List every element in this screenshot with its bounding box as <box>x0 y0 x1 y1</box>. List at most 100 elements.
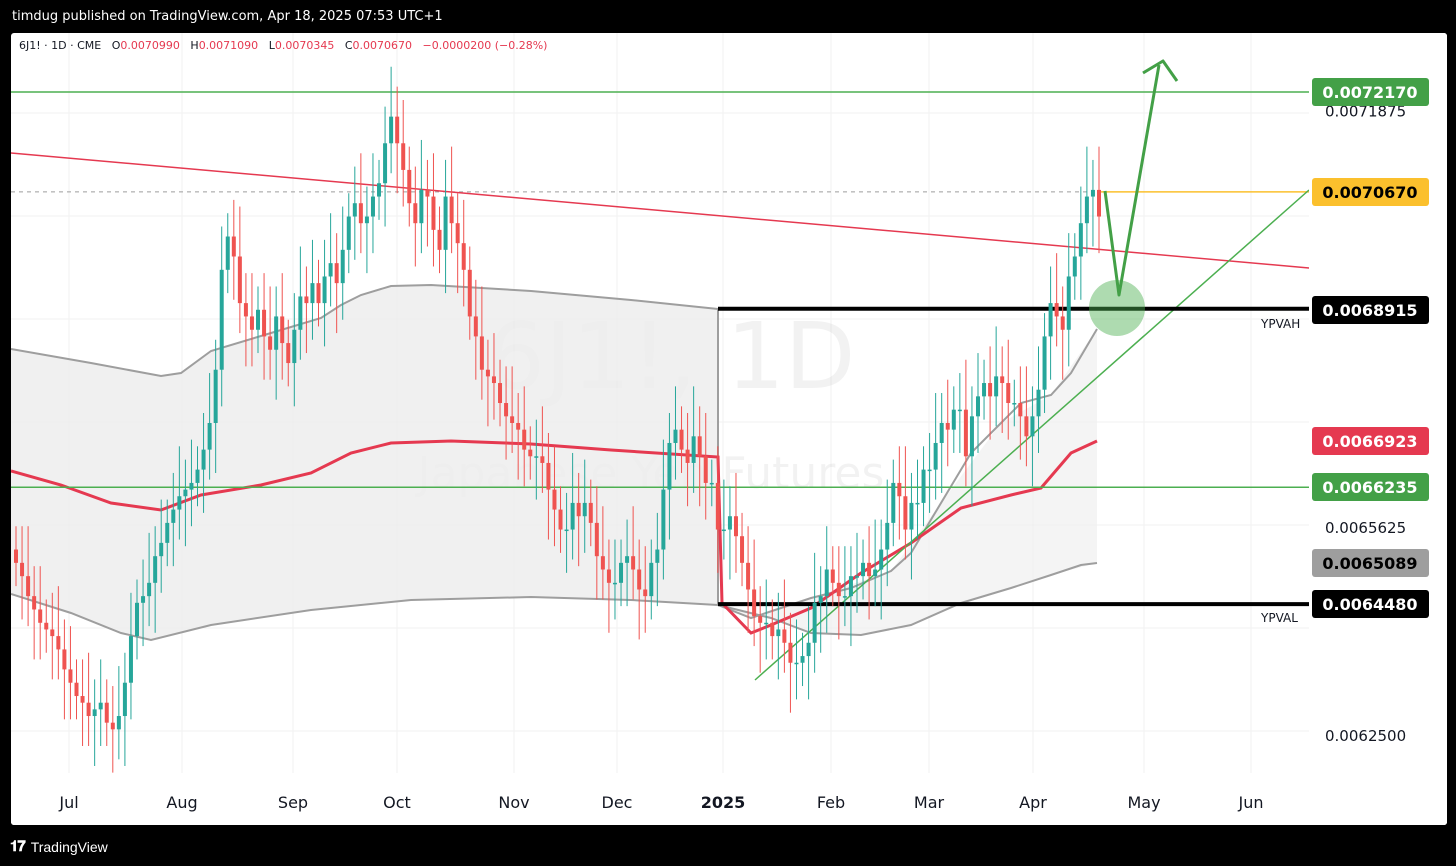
candle-body <box>195 469 200 483</box>
candle <box>32 566 37 660</box>
legend-high: 0.0071090 <box>198 39 259 52</box>
candle-body <box>661 489 666 550</box>
candle <box>897 446 902 540</box>
candle <box>854 532 859 613</box>
candle-body <box>383 143 388 184</box>
candle <box>219 226 224 407</box>
candle <box>776 592 781 680</box>
candle <box>1078 186 1083 300</box>
candle <box>667 413 672 540</box>
x-tick-label: Mar <box>914 793 945 812</box>
candle <box>461 199 466 307</box>
candle <box>715 446 720 573</box>
candle-body <box>153 556 158 583</box>
legend-close: 0.0070670 <box>352 39 413 52</box>
legend-open: 0.0070990 <box>120 39 180 52</box>
candle <box>534 419 539 500</box>
candle <box>685 413 690 507</box>
candle <box>213 339 218 473</box>
candle <box>528 426 533 480</box>
candle-body <box>504 403 509 417</box>
price-label-bg <box>1312 427 1429 455</box>
legend-high-label: H <box>190 39 199 52</box>
candle-body <box>733 516 738 537</box>
candle <box>758 586 763 673</box>
candle-body <box>982 383 987 397</box>
candle <box>661 439 666 580</box>
candle <box>679 406 684 473</box>
candle-body <box>92 709 97 717</box>
y-tick-label: 0.0062500 <box>1325 727 1406 745</box>
candle-body <box>667 442 672 490</box>
candle-body <box>419 189 424 224</box>
candle-body <box>225 236 230 270</box>
candle <box>485 339 490 427</box>
candle-body <box>570 502 575 530</box>
candle <box>836 546 841 640</box>
candle-body <box>691 436 696 463</box>
candle <box>165 499 170 567</box>
candle <box>570 452 575 560</box>
candle-body <box>141 596 146 603</box>
candle-body <box>171 509 176 523</box>
candle <box>370 153 375 254</box>
candle-body <box>231 236 236 257</box>
candle-body <box>909 502 914 530</box>
candle <box>498 359 503 427</box>
candle-body <box>885 522 890 550</box>
price-chart[interactable]: 6J1!, 1DJapanese Yen Futures0.00718750.0… <box>11 33 1447 825</box>
candles <box>14 66 1101 773</box>
candle <box>867 526 872 620</box>
candle-body <box>262 309 267 337</box>
candle-body <box>600 556 605 570</box>
candle-body <box>721 529 726 532</box>
band-lower-2024 <box>11 593 719 642</box>
candle <box>564 492 569 573</box>
candle <box>721 479 726 560</box>
candle-body <box>377 183 382 197</box>
candle-body <box>292 329 297 364</box>
candle-body <box>44 622 49 630</box>
candle-body <box>625 556 630 563</box>
candle-body <box>830 569 835 583</box>
candle-body <box>1084 196 1089 224</box>
price-label-bg <box>1312 473 1429 501</box>
candle <box>752 539 757 647</box>
candle <box>292 293 297 407</box>
price-label-bg <box>1312 178 1429 206</box>
candle-body <box>177 496 182 510</box>
candle <box>473 279 478 380</box>
candle-body <box>340 249 345 284</box>
candle-body <box>994 376 999 397</box>
candle <box>975 353 980 453</box>
candle-body <box>861 562 866 577</box>
candle-body <box>576 502 581 517</box>
tradingview-logo[interactable]: 𝟏𝟕 TradingView <box>10 838 108 855</box>
candle <box>395 86 400 194</box>
candle <box>68 626 73 720</box>
candle-body <box>812 602 817 643</box>
candle-body <box>147 582 152 597</box>
candle-body <box>280 316 285 344</box>
candle-body <box>304 296 309 304</box>
candle-body <box>933 442 938 470</box>
candle-body <box>746 562 751 590</box>
candle <box>268 286 273 380</box>
candle <box>909 472 914 580</box>
candle-body <box>1000 376 1005 384</box>
candle-body <box>1042 336 1047 390</box>
candle <box>510 366 515 453</box>
candle <box>818 566 823 653</box>
chart-frame[interactable]: 6J1!, 1DJapanese Yen Futures0.00718750.0… <box>11 33 1447 825</box>
descending-trendline <box>11 152 1310 269</box>
candle-body <box>867 562 872 577</box>
candle <box>649 539 654 620</box>
candle-body <box>104 702 109 723</box>
candle-body <box>764 622 769 625</box>
band-fill-2025 <box>718 309 1097 635</box>
candle-body <box>631 556 636 570</box>
candle-body <box>455 223 460 244</box>
footer-bar: 𝟏𝟕 TradingView <box>0 828 1456 866</box>
candle <box>727 486 732 580</box>
candle-body <box>891 482 896 523</box>
